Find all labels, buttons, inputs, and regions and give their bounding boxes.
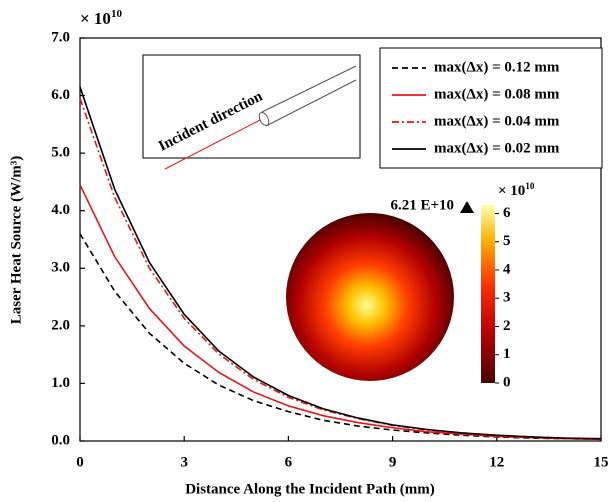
colorbar-tick-label: 5 xyxy=(503,233,511,249)
y-tick-label: 0.0 xyxy=(51,432,70,448)
max-marker xyxy=(460,201,474,213)
inset-beam xyxy=(164,118,263,170)
x-tick-label: 9 xyxy=(389,454,397,470)
max-label: 6.21 E+10 xyxy=(390,197,454,213)
cb-multiplier-exponent: 10 xyxy=(525,181,535,191)
colorbar-tick-label: 4 xyxy=(503,261,511,277)
colorbar-tick-label: 2 xyxy=(503,318,511,334)
heat-disc xyxy=(286,213,454,381)
colorbar-tick-label: 6 xyxy=(503,205,511,221)
colorbar-tick-label: 1 xyxy=(503,346,511,362)
legend-label: max(Δx) = 0.02 mm xyxy=(434,140,560,156)
inset-box xyxy=(142,54,361,159)
y-tick-label: 3.0 xyxy=(51,260,70,276)
plot-frame xyxy=(79,37,602,442)
legend-label: max(Δx) = 0.12 mm xyxy=(434,59,560,75)
x-tick-label: 0 xyxy=(76,454,84,470)
legend-label: max(Δx) = 0.08 mm xyxy=(434,86,560,102)
y-tick-label: 7.0 xyxy=(51,29,70,45)
x-tick-label: 6 xyxy=(285,454,293,470)
x-axis-label: Distance Along the Incident Path (mm) xyxy=(185,481,435,497)
y-tick-label: 4.0 xyxy=(51,202,70,218)
cb-multiplier-base: × 10 xyxy=(498,183,525,199)
y-multiplier: × 1010 xyxy=(80,8,122,28)
inset-fiber xyxy=(258,65,357,127)
x-tick-label: 3 xyxy=(180,454,188,470)
multiplier-exponent: 10 xyxy=(111,8,123,20)
y-tick-label: 6.0 xyxy=(51,87,70,103)
colorbar-multiplier: × 1010 xyxy=(498,181,535,199)
series-line xyxy=(79,184,602,441)
colorbar-tick-label: 0 xyxy=(503,374,511,390)
colorbar-tick-label: 3 xyxy=(503,290,511,306)
y-axis-label: Laser Heat Source (W/m³) xyxy=(8,156,24,325)
legend-label: max(Δx) = 0.04 mm xyxy=(434,113,560,129)
y-tick-label: 5.0 xyxy=(51,145,70,161)
x-tick-label: 12 xyxy=(489,454,504,470)
colorbar xyxy=(481,205,495,383)
x-tick-label: 15 xyxy=(594,454,609,470)
multiplier-base: × 10 xyxy=(80,9,111,28)
y-tick-label: 2.0 xyxy=(51,317,70,333)
series-line xyxy=(79,86,602,440)
y-tick-label: 1.0 xyxy=(51,375,70,391)
